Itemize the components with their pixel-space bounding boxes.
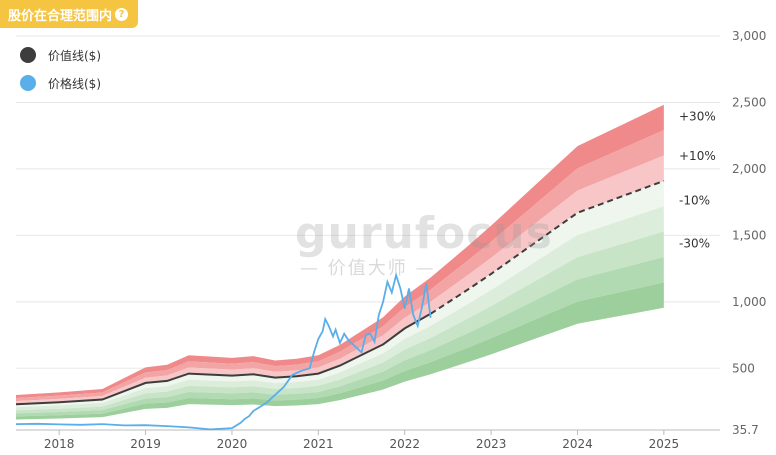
x-tick-label: 2025 bbox=[649, 437, 680, 451]
y-tick-label: 3,000 bbox=[732, 29, 766, 43]
legend-label-price: 价格线($) bbox=[48, 76, 101, 91]
x-tick-label: 2021 bbox=[303, 437, 334, 451]
series-lines bbox=[15, 179, 665, 431]
y-tick-label: 2,500 bbox=[732, 95, 766, 109]
band-label: +30% bbox=[679, 110, 716, 124]
band-label: -10% bbox=[679, 194, 710, 208]
status-badge[interactable]: 股价在合理范围内 ? bbox=[0, 0, 139, 28]
legend-item-value[interactable]: 价值线($) bbox=[20, 46, 101, 64]
x-axis: 2018 2019 2020 2021 2022 2023 2024 2025 bbox=[44, 430, 679, 451]
value-line bbox=[15, 312, 432, 406]
y-tick-label: 1,000 bbox=[732, 295, 766, 309]
band-label: -30% bbox=[679, 237, 710, 251]
value-line-marker-icon bbox=[20, 47, 36, 63]
help-icon[interactable]: ? bbox=[115, 7, 129, 21]
legend-item-price[interactable]: 价格线($) bbox=[20, 74, 101, 92]
price-line-marker-icon bbox=[20, 75, 36, 91]
gridlines bbox=[16, 35, 720, 431]
x-tick-label: 2022 bbox=[389, 437, 420, 451]
y-tick-label: 35.7 bbox=[732, 423, 759, 437]
y-tick-label: 1,500 bbox=[732, 228, 766, 242]
x-tick-label: 2020 bbox=[217, 437, 248, 451]
value-line-projection bbox=[430, 179, 665, 315]
x-tick-label: 2019 bbox=[130, 437, 161, 451]
watermark-brand: gurufocus bbox=[295, 208, 553, 259]
band-label: +10% bbox=[679, 149, 716, 163]
x-tick-label: 2023 bbox=[476, 437, 507, 451]
price-line bbox=[15, 271, 432, 431]
y-tick-label: 500 bbox=[732, 361, 755, 375]
y-axis: 35.7 500 1,000 1,500 2,000 2,500 3,000 bbox=[732, 29, 766, 437]
band-labels: +30% +10% -10% -30% bbox=[679, 110, 716, 251]
x-tick-label: 2018 bbox=[44, 437, 75, 451]
watermark-subtitle: — 价值大师 — bbox=[300, 258, 436, 279]
x-tick-label: 2024 bbox=[562, 437, 593, 451]
legend: 价值线($) 价格线($) bbox=[20, 46, 101, 102]
y-tick-label: 2,000 bbox=[732, 162, 766, 176]
badge-label: 股价在合理范围内 bbox=[8, 8, 113, 24]
legend-label-value: 价值线($) bbox=[48, 48, 101, 63]
